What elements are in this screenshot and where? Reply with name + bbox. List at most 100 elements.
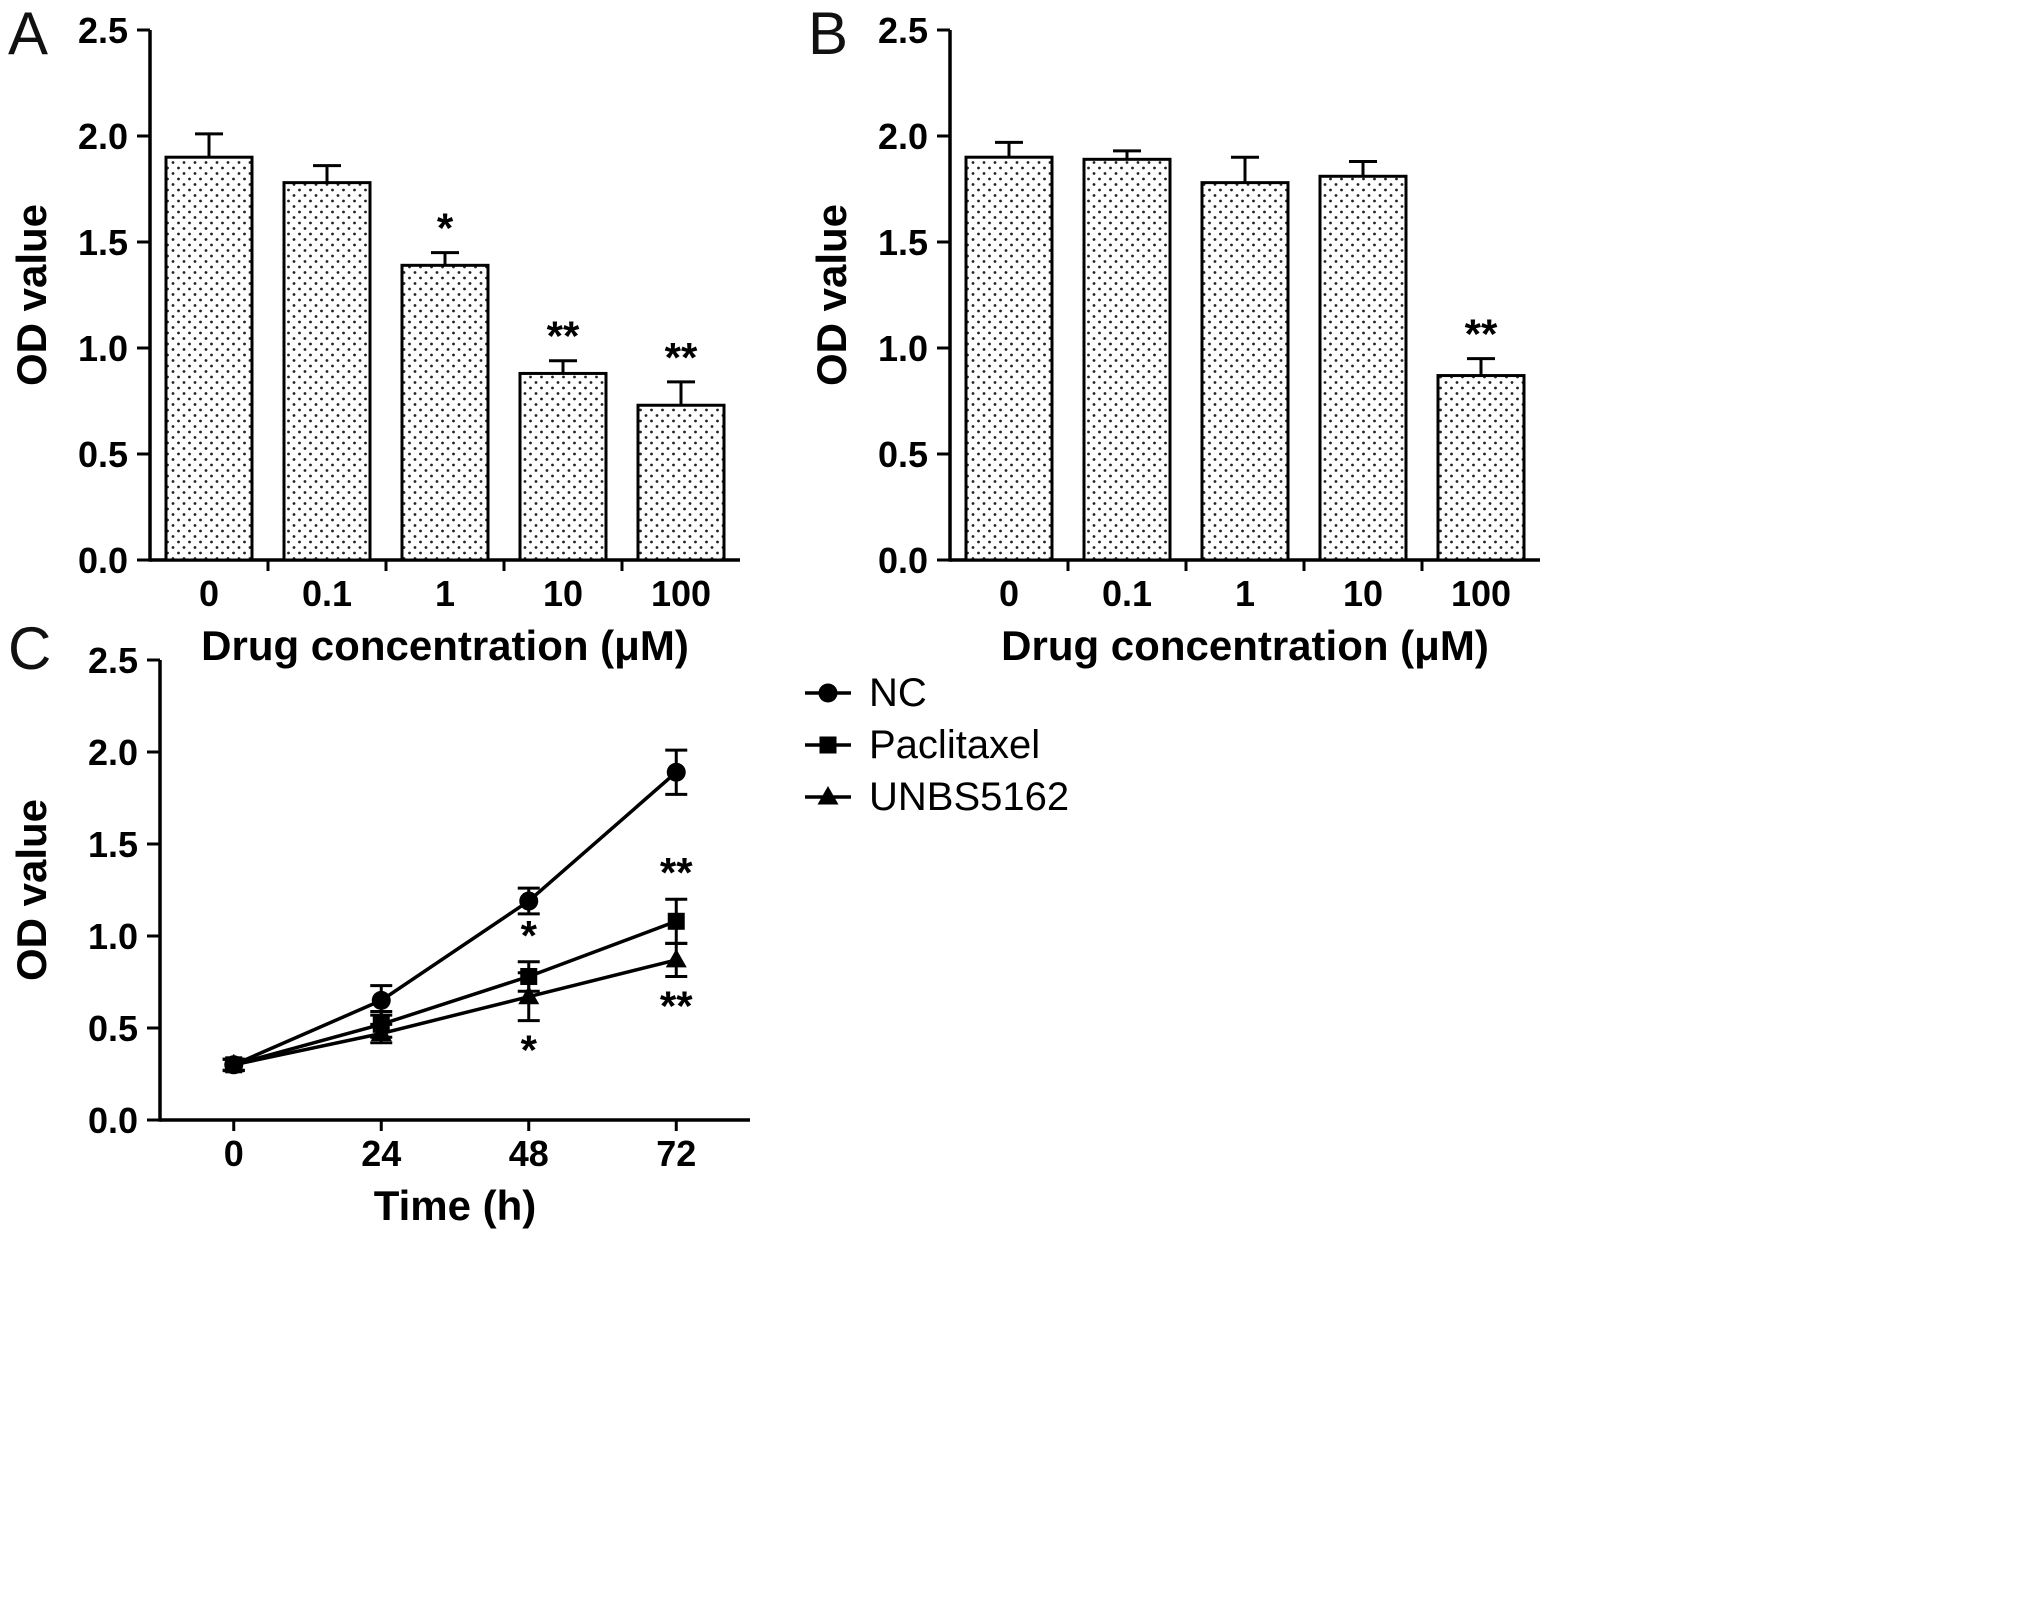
error-bar (667, 380, 695, 406)
circle-marker (519, 891, 539, 911)
x-tick-label: 0.1 (1102, 573, 1152, 614)
y-tick-label: 0.5 (78, 434, 128, 475)
panel-a-label: A (8, 0, 49, 67)
x-tick-label: 1 (1235, 573, 1255, 614)
significance-label: ** (547, 313, 580, 360)
triangle-marker (665, 948, 687, 968)
legend-label: UNBS5162 (869, 775, 1069, 819)
error-bar (995, 140, 1023, 158)
panel-c: C 0.0 0.5 1.0 1.5 2.0 2.5 0 24 48 72 * ** * ** NC Pacli… (0, 615, 1150, 1315)
panel-b-label: B (808, 0, 849, 67)
triangle-marker (370, 1022, 392, 1042)
y-axis-title: OD value (808, 204, 855, 386)
x-tick-label: 48 (509, 1133, 549, 1174)
y-tick-label: 1.0 (88, 916, 138, 957)
y-tick-label: 2.5 (878, 10, 928, 51)
significance-label: * (437, 205, 454, 252)
significance-label: ** (1465, 311, 1498, 358)
bar (964, 155, 1054, 562)
y-tick-label: 1.0 (78, 328, 128, 369)
x-ticks (232, 1120, 678, 1131)
error-bars-NC (222, 748, 688, 1072)
x-axis-title: Time (h) (374, 1182, 537, 1229)
square-marker (819, 736, 837, 754)
y-tick-label: 2.0 (878, 116, 928, 157)
x-tick-label: 100 (651, 573, 711, 614)
y-tick-label: 1.0 (878, 328, 928, 369)
y-axis-title: OD value (8, 204, 55, 386)
series-line-NC (233, 770, 678, 1067)
legend-item: NC (805, 671, 927, 715)
error-bar (313, 164, 341, 183)
x-tick-label: 10 (543, 573, 583, 614)
y-tick-label: 0.0 (878, 540, 928, 581)
y-tick-label: 1.5 (78, 222, 128, 263)
x-tick-label: 0 (199, 573, 219, 614)
y-tick-label: 1.5 (88, 824, 138, 865)
bar (1200, 181, 1290, 562)
y-ticks (137, 28, 150, 562)
error-bar (431, 251, 459, 266)
y-tick-label: 0.5 (878, 434, 928, 475)
triangle-marker (518, 985, 540, 1005)
series-line-UNBS5162 (233, 958, 677, 1067)
x-tick-label: 0 (999, 573, 1019, 614)
circle-marker (666, 762, 686, 782)
y-tick-label: 2.5 (88, 640, 138, 681)
y-tick-label: 2.5 (78, 10, 128, 51)
bar (282, 181, 372, 562)
x-ticks (266, 560, 624, 571)
bar (1436, 374, 1526, 562)
y-tick-label: 1.5 (878, 222, 928, 263)
error-bar (195, 132, 223, 158)
line-chart-c: 0.00.51.01.52.02.50 24 48 72******NCPaclita… (8, 640, 1069, 1229)
y-tick-label: 2.0 (78, 116, 128, 157)
y-ticks (147, 658, 160, 1122)
legend-item: Paclitaxel (805, 723, 1040, 767)
error-bar (1467, 357, 1495, 376)
error-bars-Paclitaxel (222, 897, 688, 1072)
x-tick-label: 1 (435, 573, 455, 614)
y-tick-label: 2.0 (88, 732, 138, 773)
bar-chart-b: 0.0 0.5 1.0 1.5 2.0 2.5 0 0.1 1 10 100 ** Drug conce… (808, 10, 1540, 669)
significance-label: ** (660, 982, 693, 1029)
square-marker (667, 912, 685, 930)
panel-b: B 0.0 0.5 1.0 1.5 2.0 2.5 0 0.1 1 10 100 ** Drug con… (800, 0, 1580, 670)
y-tick-label: 0.0 (78, 540, 128, 581)
significance-label: * (521, 912, 538, 959)
x-tick-label: 0.1 (302, 573, 352, 614)
significance-label: ** (665, 334, 698, 381)
y-ticks (937, 28, 950, 562)
bar (636, 403, 726, 562)
y-tick-label: 0.5 (88, 1008, 138, 1049)
triangle-marker (817, 786, 839, 805)
significance-label: ** (660, 849, 693, 896)
x-tick-label: 100 (1451, 573, 1511, 614)
x-tick-label: 0 (224, 1133, 244, 1174)
x-axis-title: Drug concentration (μM) (201, 622, 689, 669)
bar (1318, 174, 1408, 562)
x-axis-title: Drug concentration (μM) (1001, 622, 1489, 669)
triangle-marker (223, 1053, 245, 1073)
x-tick-label: 24 (361, 1133, 401, 1174)
panel-a: A 0.0 0.5 1.0 1.5 2.0 2.5 0 0.1 1 * 10 ** 100 ** Drug … (0, 0, 780, 670)
circle-marker (818, 683, 838, 703)
x-ticks (1066, 560, 1424, 571)
error-bar (549, 359, 577, 374)
error-bar (1113, 149, 1141, 160)
bar (164, 155, 254, 562)
y-tick-label: 0.0 (88, 1100, 138, 1141)
legend-item: UNBS5162 (805, 775, 1069, 819)
x-tick-label: 72 (656, 1133, 696, 1174)
error-bar (1349, 159, 1377, 177)
significance-label: * (521, 1027, 538, 1074)
legend-label: Paclitaxel (869, 723, 1040, 767)
bar (400, 263, 490, 562)
bar (518, 371, 608, 562)
y-tick-labels: 0.0 0.5 1.0 1.5 2.0 2.5 (878, 10, 928, 581)
legend: NC Paclitaxel UNBS5162 (805, 671, 1069, 819)
legend-label: NC (869, 671, 927, 715)
y-tick-labels: 0.0 0.5 1.0 1.5 2.0 2.5 (88, 640, 138, 1141)
x-tick-label: 10 (1343, 573, 1383, 614)
